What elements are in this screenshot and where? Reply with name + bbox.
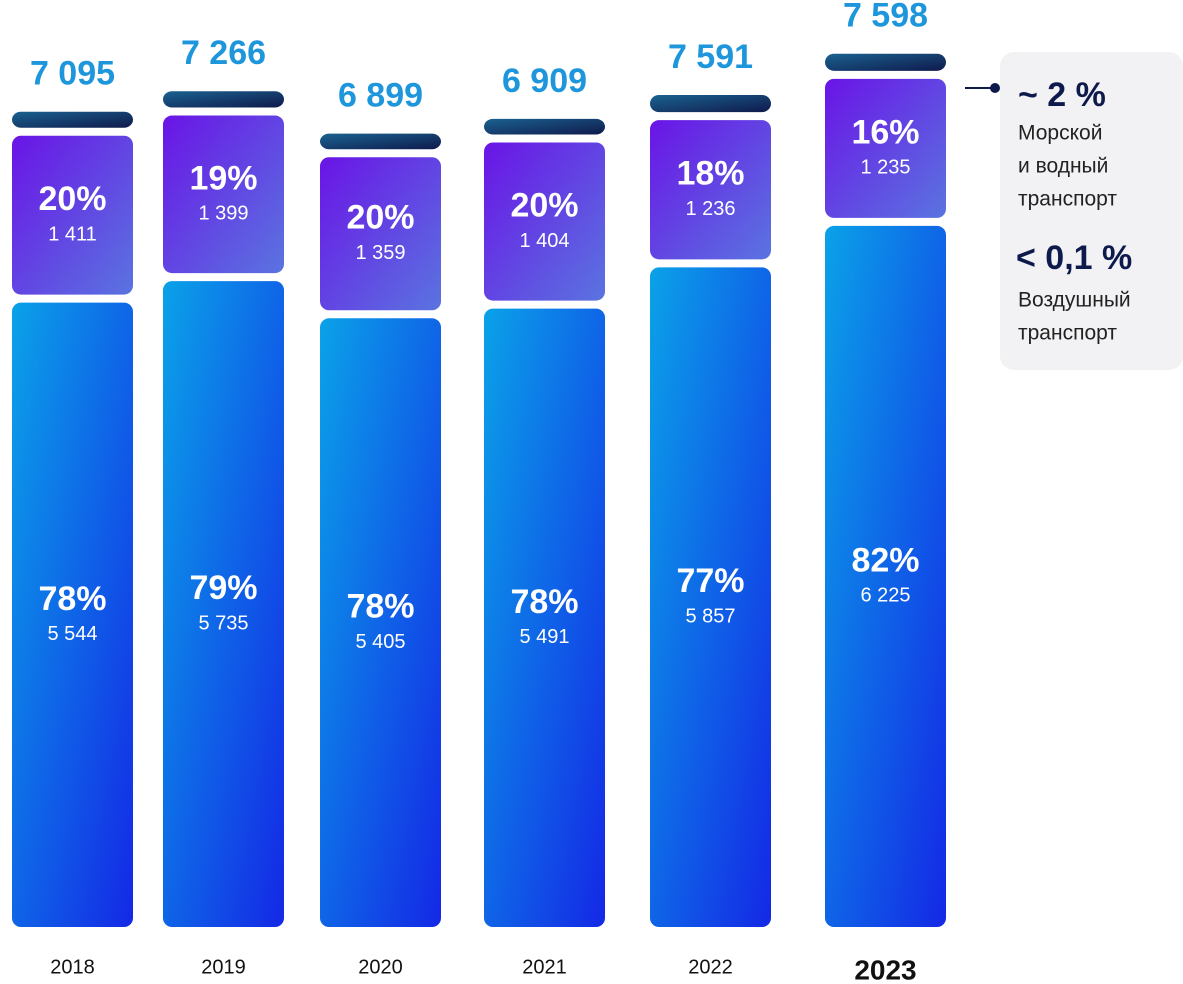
share-label: 78% xyxy=(38,580,106,618)
x-tick-label: 2023 xyxy=(854,954,916,984)
share-label: 78% xyxy=(346,588,414,626)
bar-segment xyxy=(12,111,133,128)
bar-segment xyxy=(650,267,771,928)
value-label: 1 235 xyxy=(860,157,910,179)
bar-segment xyxy=(484,142,605,301)
value-label: 5 405 xyxy=(355,631,405,653)
value-label: 1 236 xyxy=(685,198,735,220)
x-tick-label: 2018 xyxy=(50,956,95,978)
value-label: 1 404 xyxy=(519,230,569,252)
x-tick-label: 2022 xyxy=(688,956,733,978)
value-label: 5 544 xyxy=(47,623,97,645)
total-label: 6 899 xyxy=(338,77,423,115)
total-label: 7 095 xyxy=(30,55,115,93)
annotation-text: транспорт xyxy=(1018,188,1117,211)
share-label: 20% xyxy=(510,186,578,224)
x-tick-label: 2021 xyxy=(522,956,567,978)
value-label: 1 399 xyxy=(198,203,248,225)
bar-segment xyxy=(825,78,946,218)
x-tick-label: 2020 xyxy=(358,956,403,978)
bar-segment xyxy=(320,133,441,150)
annotation-value: < 0,1 % xyxy=(1016,239,1132,277)
share-label: 82% xyxy=(851,541,919,579)
share-label: 16% xyxy=(851,113,919,151)
annotation-text: Воздушный xyxy=(1018,289,1131,312)
share-label: 18% xyxy=(676,155,744,193)
share-label: 78% xyxy=(510,583,578,621)
bar-segment xyxy=(650,95,771,113)
bar-segment xyxy=(825,225,946,928)
share-label: 20% xyxy=(38,180,106,218)
bar-segment xyxy=(484,118,605,135)
legend-panel xyxy=(1000,52,1183,370)
value-label: 5 735 xyxy=(198,612,248,634)
bar-segment xyxy=(12,302,133,927)
annotation-text: транспорт xyxy=(1018,322,1117,345)
value-label: 6 225 xyxy=(860,585,910,607)
leader-dot xyxy=(990,83,1000,93)
total-label: 7 598 xyxy=(843,0,928,35)
total-label: 7 266 xyxy=(181,34,266,72)
x-tick-label: 2019 xyxy=(201,956,246,978)
annotation-text: и водный xyxy=(1018,155,1108,178)
share-label: 19% xyxy=(189,159,257,197)
value-label: 5 491 xyxy=(519,626,569,648)
bar-segment xyxy=(320,157,441,311)
bar-segment xyxy=(163,281,284,928)
bar-segment xyxy=(825,53,946,71)
bar-segment xyxy=(320,318,441,928)
bar-segment xyxy=(163,115,284,274)
total-label: 7 591 xyxy=(668,38,753,76)
annotation-value: ~ 2 % xyxy=(1018,76,1106,114)
share-label: 79% xyxy=(189,569,257,607)
bar-segment xyxy=(163,91,284,108)
value-label: 1 359 xyxy=(355,242,405,264)
value-label: 1 411 xyxy=(48,223,97,245)
share-label: 20% xyxy=(346,199,414,237)
bar-segment xyxy=(12,135,133,295)
value-label: 5 857 xyxy=(685,605,735,627)
annotation-text: Морской xyxy=(1018,122,1102,145)
bar-segment xyxy=(650,120,771,260)
total-label: 6 909 xyxy=(502,62,587,100)
bar-segment xyxy=(484,308,605,927)
share-label: 77% xyxy=(676,562,744,600)
